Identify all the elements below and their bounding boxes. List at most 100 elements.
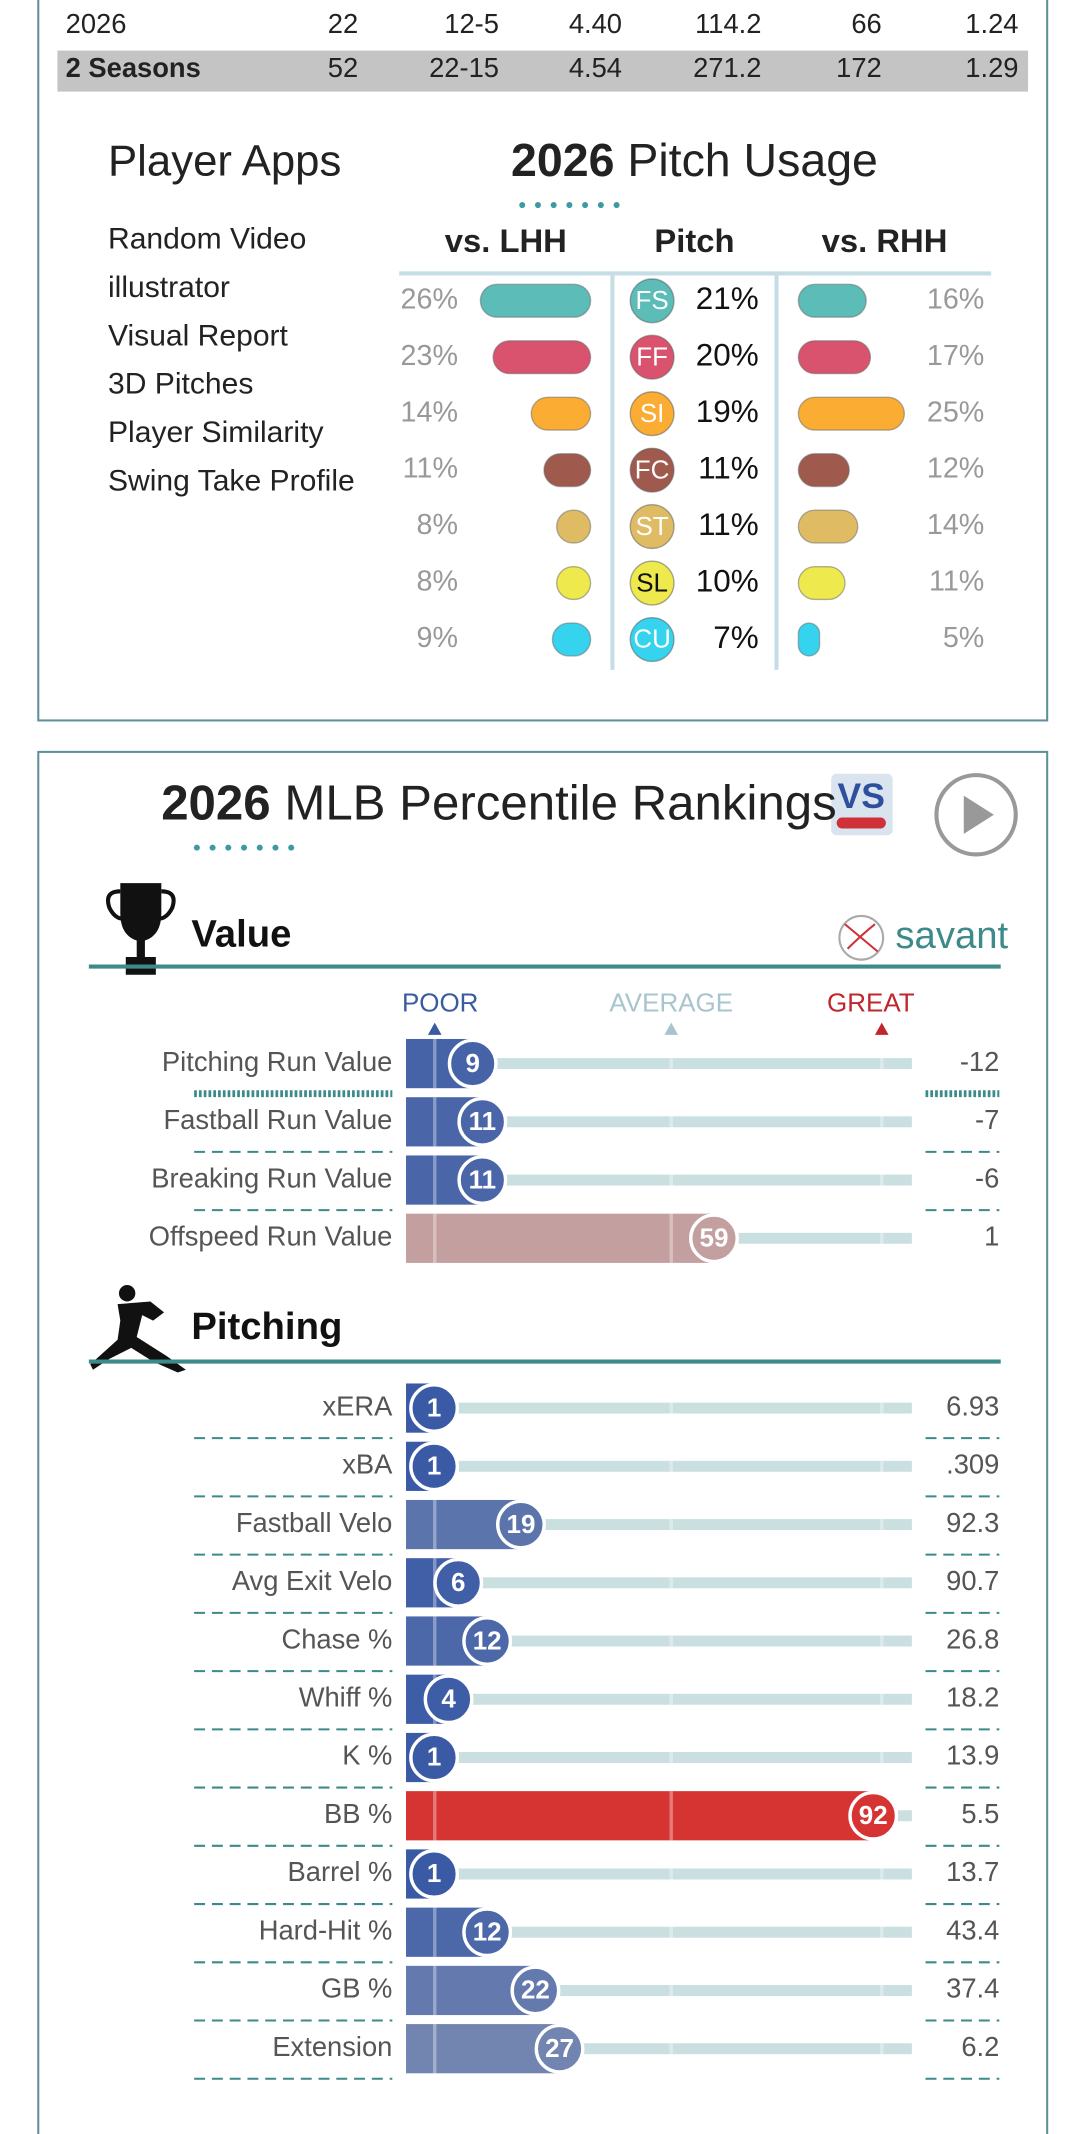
metric-name: Chase %: [281, 1623, 392, 1654]
app-link[interactable]: illustrator: [108, 271, 230, 304]
title-dot: [534, 202, 541, 209]
lhh-pct: 8%: [417, 509, 458, 541]
rhh-pct: 14%: [927, 509, 984, 541]
metric-stat: 90.7: [946, 1565, 999, 1596]
title-dot: [256, 844, 263, 851]
percentile-dot: [510, 1965, 561, 2016]
track: [406, 1519, 912, 1531]
stat-cell: 22: [328, 8, 358, 39]
pitch-code: SI: [640, 398, 665, 428]
percentile-title: 2026 MLB Percentile Rankings: [161, 776, 837, 831]
metric-stat: 26.8: [946, 1623, 999, 1654]
usage-pct: 11%: [698, 507, 759, 542]
stat-cell: 22-15: [429, 52, 499, 83]
percentile-value: 1: [427, 1392, 441, 1422]
metric-stat: 1: [984, 1221, 999, 1252]
metric-name: Whiff %: [299, 1681, 393, 1712]
usage-panel: [37, 0, 1049, 722]
track: [406, 1926, 912, 1938]
pitch-code: FF: [636, 341, 668, 371]
svg-text:VS: VS: [838, 776, 885, 816]
track: [406, 1058, 912, 1070]
percentile-dot: [423, 1674, 474, 1725]
rhh-bar: [797, 283, 867, 318]
lhh-bar: [530, 396, 592, 431]
track: [406, 1868, 912, 1880]
total-row-bg: [57, 50, 1029, 92]
metric-stat: 6.93: [946, 1390, 999, 1421]
percentile-value: 12: [473, 1625, 502, 1655]
title-dot: [597, 202, 604, 209]
metric-stat: 92.3: [946, 1507, 999, 1538]
metric-stat: 6.2: [961, 2031, 999, 2062]
percentile-panel: [37, 750, 1049, 2134]
pitch-code: ST: [636, 511, 669, 541]
percentile-value: 9: [465, 1048, 479, 1078]
percentile-value: 19: [507, 1509, 536, 1539]
lhh-bar: [492, 340, 592, 375]
usage-title: 2026 Pitch Usage: [511, 134, 878, 186]
percentile-dot: [433, 1557, 484, 1608]
metric-name: Offspeed Run Value: [149, 1221, 393, 1252]
title-dot: [225, 844, 232, 851]
app-link[interactable]: 3D Pitches: [108, 368, 253, 401]
lhh-bar: [479, 283, 592, 318]
baseball-icon: [838, 914, 885, 961]
title-dot: [193, 844, 200, 851]
percentile-value: 1: [427, 1858, 441, 1888]
title-dot: [550, 202, 557, 209]
usage-pct: 10%: [696, 563, 759, 598]
percentile-bar: [406, 2024, 560, 2074]
usage-pct: 7%: [713, 620, 758, 655]
stat-cell: 52: [328, 52, 358, 83]
pitch-badge: [629, 504, 675, 550]
lhh-bar: [555, 565, 592, 601]
pitch-badge: [629, 391, 675, 437]
stat-cell: 12-5: [444, 8, 499, 39]
percentile-dot: [848, 1790, 899, 1841]
percentile-year: 2026: [161, 776, 270, 831]
percentile-value: 6: [451, 1567, 465, 1597]
play-button[interactable]: [934, 773, 1018, 857]
pitch-badge: [629, 334, 675, 380]
stat-cell: 114.2: [695, 8, 761, 39]
usage-header: vs. RHH: [822, 222, 948, 259]
lhh-pct: 23%: [401, 340, 458, 372]
percentile-value: 27: [545, 2033, 574, 2063]
rhh-bar: [797, 565, 846, 601]
track: [406, 1635, 912, 1647]
usage-pct: 19%: [696, 394, 759, 429]
track: [406, 2043, 912, 2055]
app-link[interactable]: Visual Report: [108, 319, 289, 352]
rhh-bar: [797, 622, 821, 657]
metric-stat: 18.2: [946, 1681, 999, 1712]
app-link[interactable]: Swing Take Profile: [108, 465, 355, 498]
percentile-value: 11: [469, 1106, 496, 1136]
metric-name: Barrel %: [288, 1856, 393, 1887]
vs-icon[interactable]: VS: [831, 773, 893, 836]
apps-title: Player Apps: [108, 137, 341, 186]
scale-marker: [874, 1022, 889, 1035]
metric-name: xBA: [342, 1449, 393, 1480]
pitcher-icon: [90, 1285, 186, 1373]
pitch-code: CU: [633, 624, 671, 654]
rhh-bar: [797, 340, 872, 375]
rhh-pct: 5%: [943, 622, 984, 654]
app-link[interactable]: Random Video: [108, 223, 306, 256]
title-dot: [209, 844, 216, 851]
scale-label: AVERAGE: [609, 988, 733, 1018]
scale-marker: [427, 1022, 442, 1035]
metric-name: K %: [342, 1740, 392, 1771]
pitch-badge: [629, 616, 675, 663]
rhh-bar: [797, 396, 906, 431]
title-dot: [288, 844, 295, 851]
app-link[interactable]: Player Similarity: [108, 416, 324, 449]
metric-stat: 43.4: [946, 1914, 999, 1945]
percentile-dot: [409, 1732, 460, 1783]
pitch-code: SL: [636, 567, 668, 597]
scale-label: GREAT: [827, 988, 915, 1018]
stat-cell: 271.2: [693, 52, 761, 83]
stat-cell: 4.54: [569, 52, 622, 83]
title-dot: [566, 202, 573, 209]
percentile-value: 4: [441, 1683, 456, 1713]
